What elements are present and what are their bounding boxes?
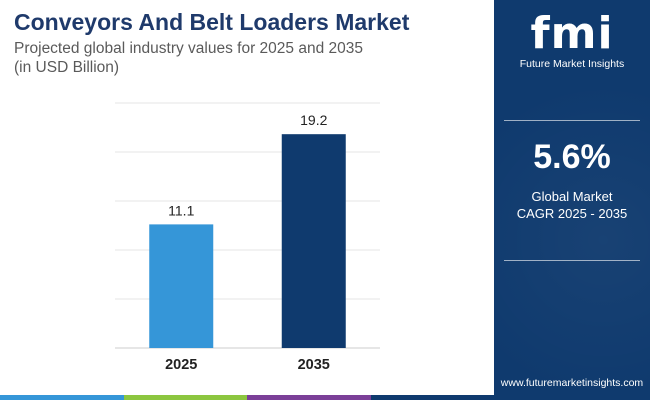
bottom-bar-segment [247, 395, 371, 400]
cagr-label: Global Market CAGR 2025 - 2035 [494, 188, 650, 222]
data-label-2035: 19.2 [300, 112, 327, 128]
subtitle-line-2: (in USD Billion) [14, 59, 120, 76]
bottom-color-bar [0, 395, 494, 400]
bottom-bar-segment [123, 395, 247, 400]
cagr-value: 5.6% [533, 138, 611, 176]
bar-2025 [149, 224, 214, 348]
x-tick-label-2025: 2025 [165, 357, 197, 373]
logo-text: Future Market Insights [519, 58, 625, 70]
bottom-bar-segment [370, 395, 494, 400]
cagr-label-line-1: Global Market [531, 189, 613, 204]
side-panel: fmi Future Market Insights 5.6% Global M… [494, 0, 650, 400]
cagr-label-line-2: CAGR 2025 - 2035 [516, 206, 628, 221]
fmi-logo: fmi Future Market Insights [494, 8, 650, 70]
bar-chart: 11.1 2025 19.2 2035 [115, 102, 380, 373]
chart-title: Conveyors And Belt Loaders Market [14, 9, 410, 35]
x-tick-label-2035: 2035 [298, 357, 330, 373]
panel-divider-bottom [504, 260, 640, 261]
data-label-2025: 11.1 [168, 202, 194, 218]
bar-2035 [281, 134, 346, 348]
logo-mark: fmi [530, 8, 614, 59]
panel-divider-top [504, 120, 640, 121]
subtitle-line-1: Projected global industry values for 202… [14, 40, 363, 57]
chart-subtitle: Projected global industry values for 202… [14, 39, 363, 77]
bottom-bar-segment [0, 395, 124, 400]
website-link[interactable]: www.futuremarketinsights.com [500, 377, 644, 389]
